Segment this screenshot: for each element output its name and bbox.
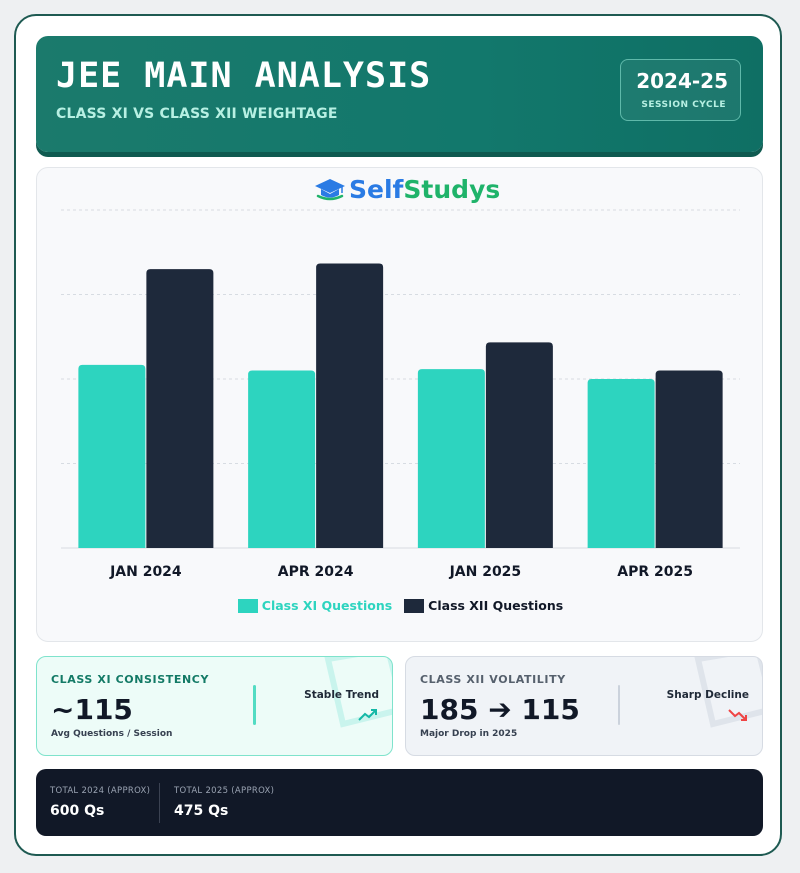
legend-item: Class XI Questions — [237, 598, 393, 613]
watermark-shape-icon — [694, 657, 762, 728]
selfstudys-logo: Self Studys — [314, 172, 500, 206]
class-xi-heading: CLASS XI CONSISTENCY — [51, 673, 210, 686]
bar-class-xi-0 — [78, 364, 146, 548]
class-xii-heading: CLASS XII VOLATILITY — [420, 673, 566, 686]
graduation-cap-icon — [315, 179, 345, 201]
bar-class-xii-0 — [146, 269, 214, 548]
class-xi-subtext: Avg Questions / Session — [51, 729, 173, 739]
class-xii-subtext: Major Drop in 2025 — [420, 729, 518, 739]
legend-label: Class XI Questions — [261, 598, 393, 613]
bar-class-xi-3 — [587, 379, 655, 548]
session-year: 2024-25 — [636, 69, 728, 93]
chart-panel: Self Studys JAN 2024 APR 2024 JAN 2025 APR 2… — [36, 167, 763, 642]
class-xi-consistency-card: CLASS XI CONSISTENCY ~115 Avg Questions … — [36, 656, 393, 756]
total-2025-label: TOTAL 2025 (APPROX) — [174, 786, 275, 796]
bar-class-xii-1 — [316, 263, 384, 548]
total-2025-value: 475 Qs — [174, 803, 229, 819]
bar-chart: JAN 2024 APR 2024 JAN 2025 APR 2025 — [61, 209, 740, 580]
total-2024-value: 600 Qs — [50, 803, 105, 819]
bar-class-xi-1 — [248, 370, 316, 548]
page-title: JEE MAIN ANALYSIS — [56, 56, 432, 96]
x-tick-label: APR 2025 — [617, 564, 693, 580]
class-xii-volatility-card: CLASS XII VOLATILITY 185 ➔ 115 Major Dro… — [405, 656, 763, 756]
x-tick-label: APR 2024 — [278, 564, 354, 580]
legend-item: Class XII Questions — [404, 598, 563, 613]
chart-legend: Class XI Questions Class XII Questions — [37, 598, 764, 613]
bar-class-xii-2 — [485, 342, 553, 548]
watermark-shape-icon — [324, 657, 392, 728]
bar-class-xi-2 — [417, 369, 485, 548]
class-xii-value: 185 ➔ 115 — [420, 693, 580, 726]
class-xii-divider — [618, 685, 620, 725]
bar-class-xii-3 — [655, 370, 723, 548]
x-tick-label: JAN 2025 — [449, 564, 522, 580]
total-2024-label: TOTAL 2024 (APPROX) — [50, 786, 151, 796]
totals-divider — [159, 783, 160, 823]
session-badge: 2024-25 SESSION CYCLE — [620, 59, 741, 121]
page-subtitle: CLASS XI VS CLASS XII WEIGHTAGE — [56, 106, 338, 122]
logo-text-studys: Studys — [403, 174, 501, 204]
legend-swatch — [237, 598, 258, 613]
header-banner: JEE MAIN ANALYSIS CLASS XI VS CLASS XII … — [36, 36, 763, 152]
session-label: SESSION CYCLE — [641, 100, 726, 110]
trend-up-icon — [358, 709, 377, 721]
total-2024: TOTAL 2024 (APPROX) 600 Qs — [50, 786, 150, 819]
trend-down-icon — [728, 709, 747, 721]
class-xii-trend-label: Sharp Decline — [666, 689, 749, 701]
x-tick-label: JAN 2024 — [109, 564, 182, 580]
logo-text-self: Self — [349, 174, 404, 204]
legend-label: Class XII Questions — [428, 598, 564, 613]
legend-swatch — [404, 598, 425, 613]
totals-bar: TOTAL 2024 (APPROX) 600 Qs TOTAL 2025 (A… — [36, 769, 763, 836]
class-xi-divider — [253, 685, 256, 725]
class-xi-trend-label: Stable Trend — [304, 689, 379, 701]
total-2025: TOTAL 2025 (APPROX) 475 Qs — [174, 786, 274, 819]
class-xi-value: ~115 — [51, 693, 133, 726]
